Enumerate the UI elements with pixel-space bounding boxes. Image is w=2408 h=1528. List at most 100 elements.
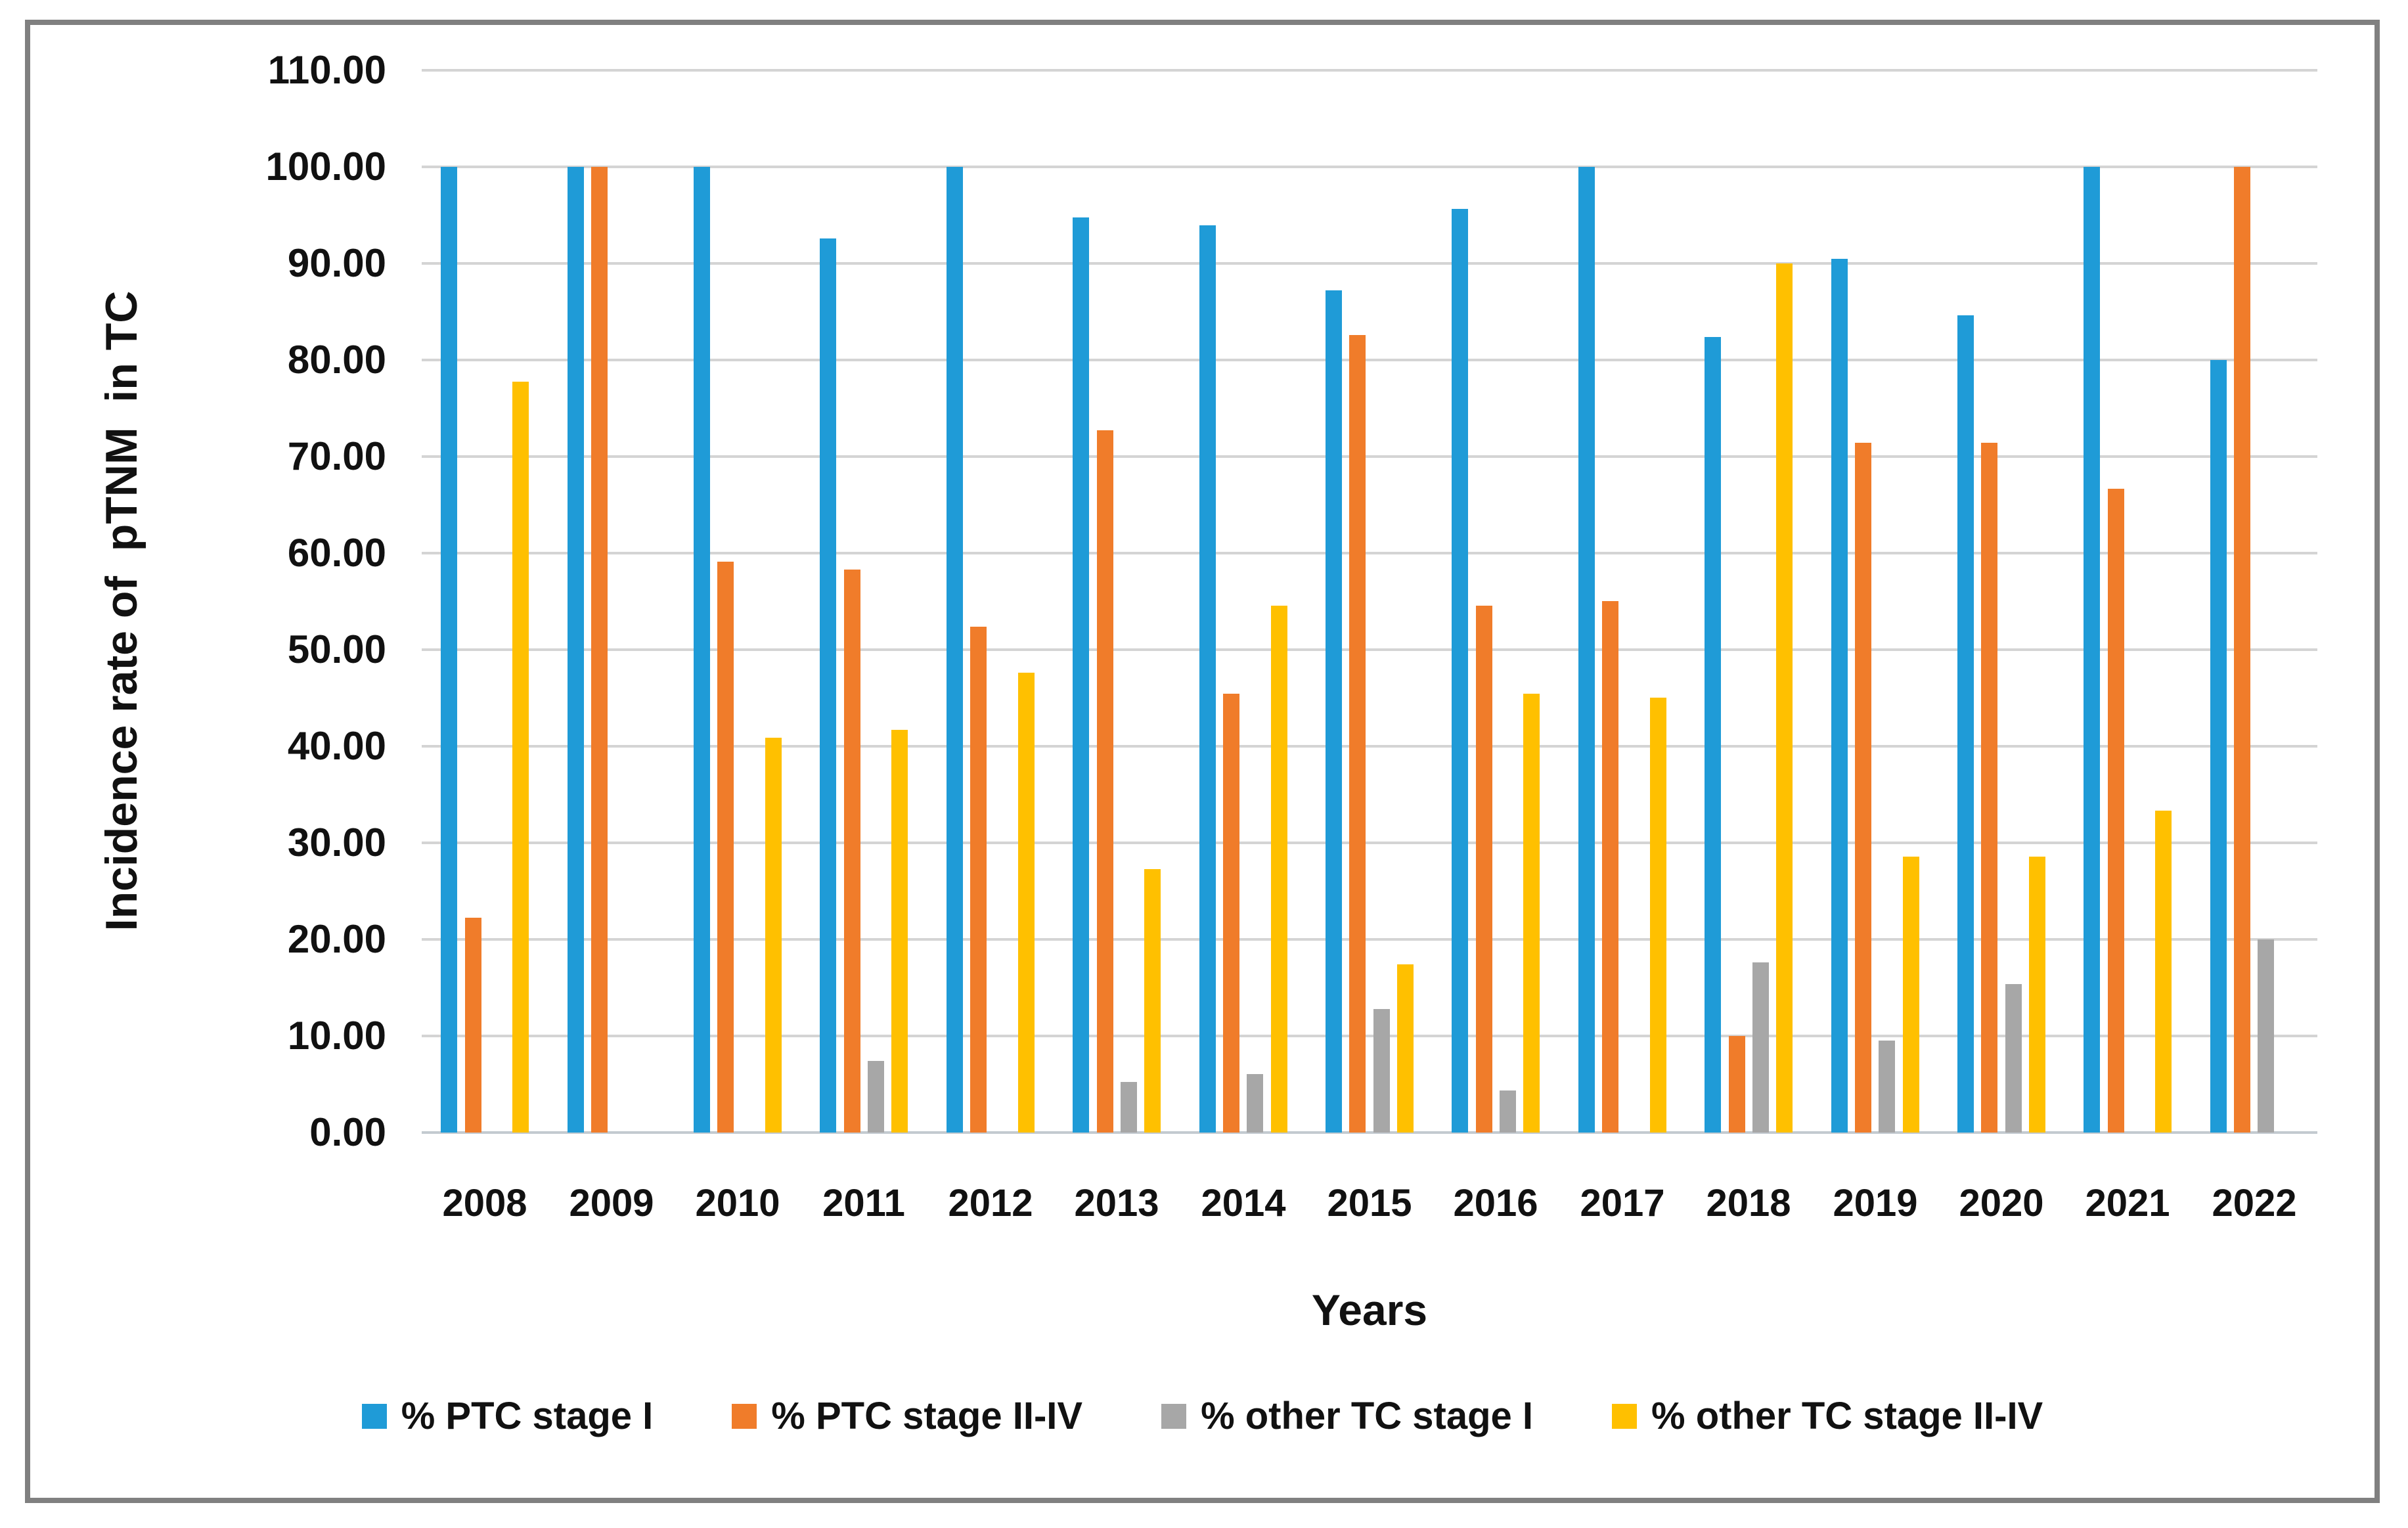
bar-ptc-stage-i-2016 (1452, 209, 1468, 1133)
legend-label-other-tc-stage-i: % other TC stage I (1201, 1395, 1534, 1437)
y-tick-label: 0.00 (309, 1110, 386, 1154)
x-tick-label-2014: 2014 (1201, 1182, 1286, 1225)
bar-other-tc-stage-ii-iv-2012 (1018, 673, 1035, 1133)
y-tick-label: 80.00 (287, 338, 386, 382)
gridline-20.00 (422, 938, 2317, 941)
y-tick-label: 100.00 (265, 145, 386, 189)
bar-ptc-stage-i-2020 (1957, 315, 1974, 1133)
y-tick-label: 110.00 (267, 48, 386, 92)
bar-ptc-stage-i-2019 (1831, 259, 1848, 1133)
x-tick-label-2021: 2021 (2085, 1182, 2170, 1225)
bar-ptc-stage-ii-iv-2016 (1476, 606, 1492, 1133)
bar-ptc-stage-ii-iv-2020 (1981, 443, 1997, 1133)
bar-other-tc-stage-ii-iv-2020 (2029, 857, 2045, 1133)
bar-other-tc-stage-ii-iv-2008 (512, 382, 529, 1133)
bar-ptc-stage-ii-iv-2017 (1602, 601, 1618, 1133)
x-tick-label-2019: 2019 (1833, 1182, 1918, 1225)
bar-ptc-stage-ii-iv-2010 (717, 562, 734, 1133)
gridline-40.00 (422, 745, 2317, 748)
bar-ptc-stage-i-2014 (1199, 225, 1216, 1133)
bar-other-tc-stage-i-2019 (1879, 1041, 1895, 1133)
bar-other-tc-stage-ii-iv-2021 (2155, 811, 2172, 1133)
legend-swatch-ptc-stage-i (361, 1404, 387, 1429)
bar-other-tc-stage-i-2022 (2258, 939, 2274, 1133)
legend-label-ptc-stage-i: % PTC stage I (401, 1395, 654, 1437)
x-tick-label-2015: 2015 (1327, 1182, 1412, 1225)
x-tick-label-2020: 2020 (1959, 1182, 2044, 1225)
y-tick-label: 30.00 (287, 820, 386, 865)
x-tick-label-2011: 2011 (822, 1182, 905, 1225)
bar-other-tc-stage-ii-iv-2010 (765, 738, 782, 1133)
x-tick-label-2018: 2018 (1706, 1182, 1791, 1225)
x-tick-label-2012: 2012 (948, 1182, 1033, 1225)
bar-ptc-stage-ii-iv-2013 (1097, 430, 1113, 1133)
legend-swatch-other-tc-stage-i (1161, 1404, 1187, 1429)
bar-other-tc-stage-ii-iv-2013 (1144, 869, 1161, 1133)
legend-item-other-tc-stage-i: % other TC stage I (1161, 1395, 1533, 1437)
bar-ptc-stage-i-2009 (568, 167, 584, 1133)
bar-ptc-stage-i-2022 (2210, 360, 2227, 1133)
x-tick-label-2022: 2022 (2212, 1182, 2297, 1225)
gridline-50.00 (422, 648, 2317, 651)
bar-other-tc-stage-i-2011 (868, 1061, 884, 1133)
x-tick-label-2008: 2008 (442, 1182, 527, 1225)
gridline-10.00 (422, 1035, 2317, 1037)
y-tick-label: 40.00 (287, 724, 386, 768)
bar-ptc-stage-i-2013 (1073, 217, 1089, 1133)
gridline-110.00 (422, 69, 2317, 72)
bar-ptc-stage-ii-iv-2018 (1729, 1036, 1745, 1133)
bar-ptc-stage-i-2017 (1578, 167, 1595, 1133)
y-tick-label: 90.00 (287, 241, 386, 285)
gridline-30.00 (422, 842, 2317, 844)
bar-ptc-stage-ii-iv-2008 (465, 918, 481, 1133)
gridline-60.00 (422, 552, 2317, 554)
bar-other-tc-stage-i-2013 (1121, 1082, 1137, 1133)
legend-item-other-tc-stage-ii-iv: % other TC stage II-IV (1612, 1395, 2043, 1437)
y-tick-label: 10.00 (287, 1014, 386, 1058)
bar-other-tc-stage-ii-iv-2019 (1903, 857, 1919, 1133)
bar-other-tc-stage-ii-iv-2018 (1776, 263, 1793, 1133)
y-tick-label: 50.00 (287, 627, 386, 671)
bar-ptc-stage-ii-iv-2014 (1223, 694, 1239, 1133)
gridline-90.00 (422, 262, 2317, 265)
bar-ptc-stage-ii-iv-2015 (1349, 335, 1366, 1133)
bar-other-tc-stage-ii-iv-2016 (1523, 694, 1540, 1133)
bar-ptc-stage-i-2021 (2084, 167, 2100, 1133)
x-tick-label-2016: 2016 (1453, 1182, 1538, 1225)
legend-swatch-other-tc-stage-ii-iv (1612, 1404, 1638, 1429)
x-tick-label-2013: 2013 (1074, 1182, 1159, 1225)
y-tick-label: 60.00 (287, 531, 386, 575)
bar-other-tc-stage-i-2014 (1247, 1074, 1263, 1133)
bar-other-tc-stage-i-2020 (2005, 984, 2022, 1133)
x-tick-label-2017: 2017 (1580, 1182, 1665, 1225)
legend: % PTC stage I % PTC stage II-IV % other TC… (30, 1395, 2375, 1437)
bar-other-tc-stage-i-2015 (1373, 1009, 1390, 1133)
y-tick-label: 20.00 (287, 917, 386, 961)
bar-ptc-stage-ii-iv-2019 (1855, 443, 1871, 1133)
x-tick-label-2009: 2009 (569, 1182, 654, 1225)
bar-other-tc-stage-i-2018 (1752, 962, 1769, 1133)
legend-item-ptc-stage-ii-iv: % PTC stage II-IV (732, 1395, 1082, 1437)
y-tick-label: 70.00 (287, 434, 386, 478)
bar-ptc-stage-i-2010 (694, 167, 710, 1133)
bar-ptc-stage-i-2012 (947, 167, 963, 1133)
gridline-0.00 (422, 1131, 2317, 1134)
bar-other-tc-stage-ii-iv-2011 (891, 730, 908, 1133)
bar-ptc-stage-i-2018 (1705, 337, 1721, 1133)
bar-other-tc-stage-ii-iv-2017 (1650, 698, 1666, 1133)
bar-ptc-stage-ii-iv-2009 (591, 167, 608, 1133)
bar-ptc-stage-i-2011 (820, 238, 836, 1133)
legend-swatch-ptc-stage-ii-iv (732, 1404, 757, 1429)
bar-ptc-stage-ii-iv-2021 (2108, 489, 2124, 1133)
gridline-100.00 (422, 166, 2317, 168)
gridline-80.00 (422, 359, 2317, 361)
bar-ptc-stage-ii-iv-2022 (2234, 167, 2250, 1133)
legend-item-ptc-stage-i: % PTC stage I (361, 1395, 654, 1437)
x-axis-title: Years (1311, 1286, 1428, 1334)
bar-other-tc-stage-ii-iv-2014 (1271, 606, 1287, 1133)
legend-label-other-tc-stage-ii-iv: % other TC stage II-IV (1651, 1395, 2043, 1437)
gridline-70.00 (422, 455, 2317, 458)
plot-area (422, 69, 2317, 1134)
bar-ptc-stage-i-2015 (1326, 290, 1342, 1133)
